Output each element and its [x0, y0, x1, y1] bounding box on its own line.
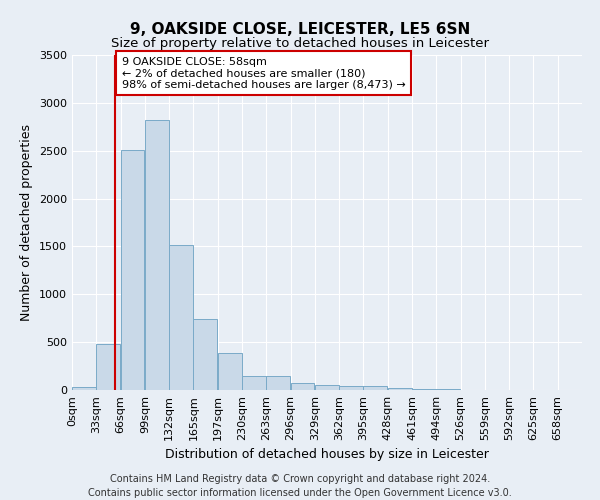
- Text: Contains HM Land Registry data © Crown copyright and database right 2024.
Contai: Contains HM Land Registry data © Crown c…: [88, 474, 512, 498]
- Bar: [193, 319, 217, 390]
- Bar: [339, 386, 363, 390]
- Bar: [145, 120, 169, 390]
- Bar: [218, 352, 242, 390]
- Bar: [121, 150, 145, 390]
- Bar: [436, 389, 460, 390]
- Text: 9 OAKSIDE CLOSE: 58sqm
← 2% of detached houses are smaller (180)
98% of semi-det: 9 OAKSIDE CLOSE: 58sqm ← 2% of detached …: [122, 56, 406, 90]
- Bar: [290, 384, 314, 390]
- Bar: [96, 344, 120, 390]
- Bar: [266, 376, 290, 390]
- Bar: [242, 376, 266, 390]
- Bar: [72, 387, 96, 390]
- Text: Size of property relative to detached houses in Leicester: Size of property relative to detached ho…: [111, 38, 489, 51]
- Y-axis label: Number of detached properties: Number of detached properties: [20, 124, 34, 321]
- Bar: [388, 388, 412, 390]
- Bar: [364, 386, 387, 390]
- Text: 9, OAKSIDE CLOSE, LEICESTER, LE5 6SN: 9, OAKSIDE CLOSE, LEICESTER, LE5 6SN: [130, 22, 470, 38]
- Bar: [315, 384, 338, 390]
- Bar: [412, 388, 436, 390]
- X-axis label: Distribution of detached houses by size in Leicester: Distribution of detached houses by size …: [165, 448, 489, 462]
- Bar: [169, 246, 193, 390]
